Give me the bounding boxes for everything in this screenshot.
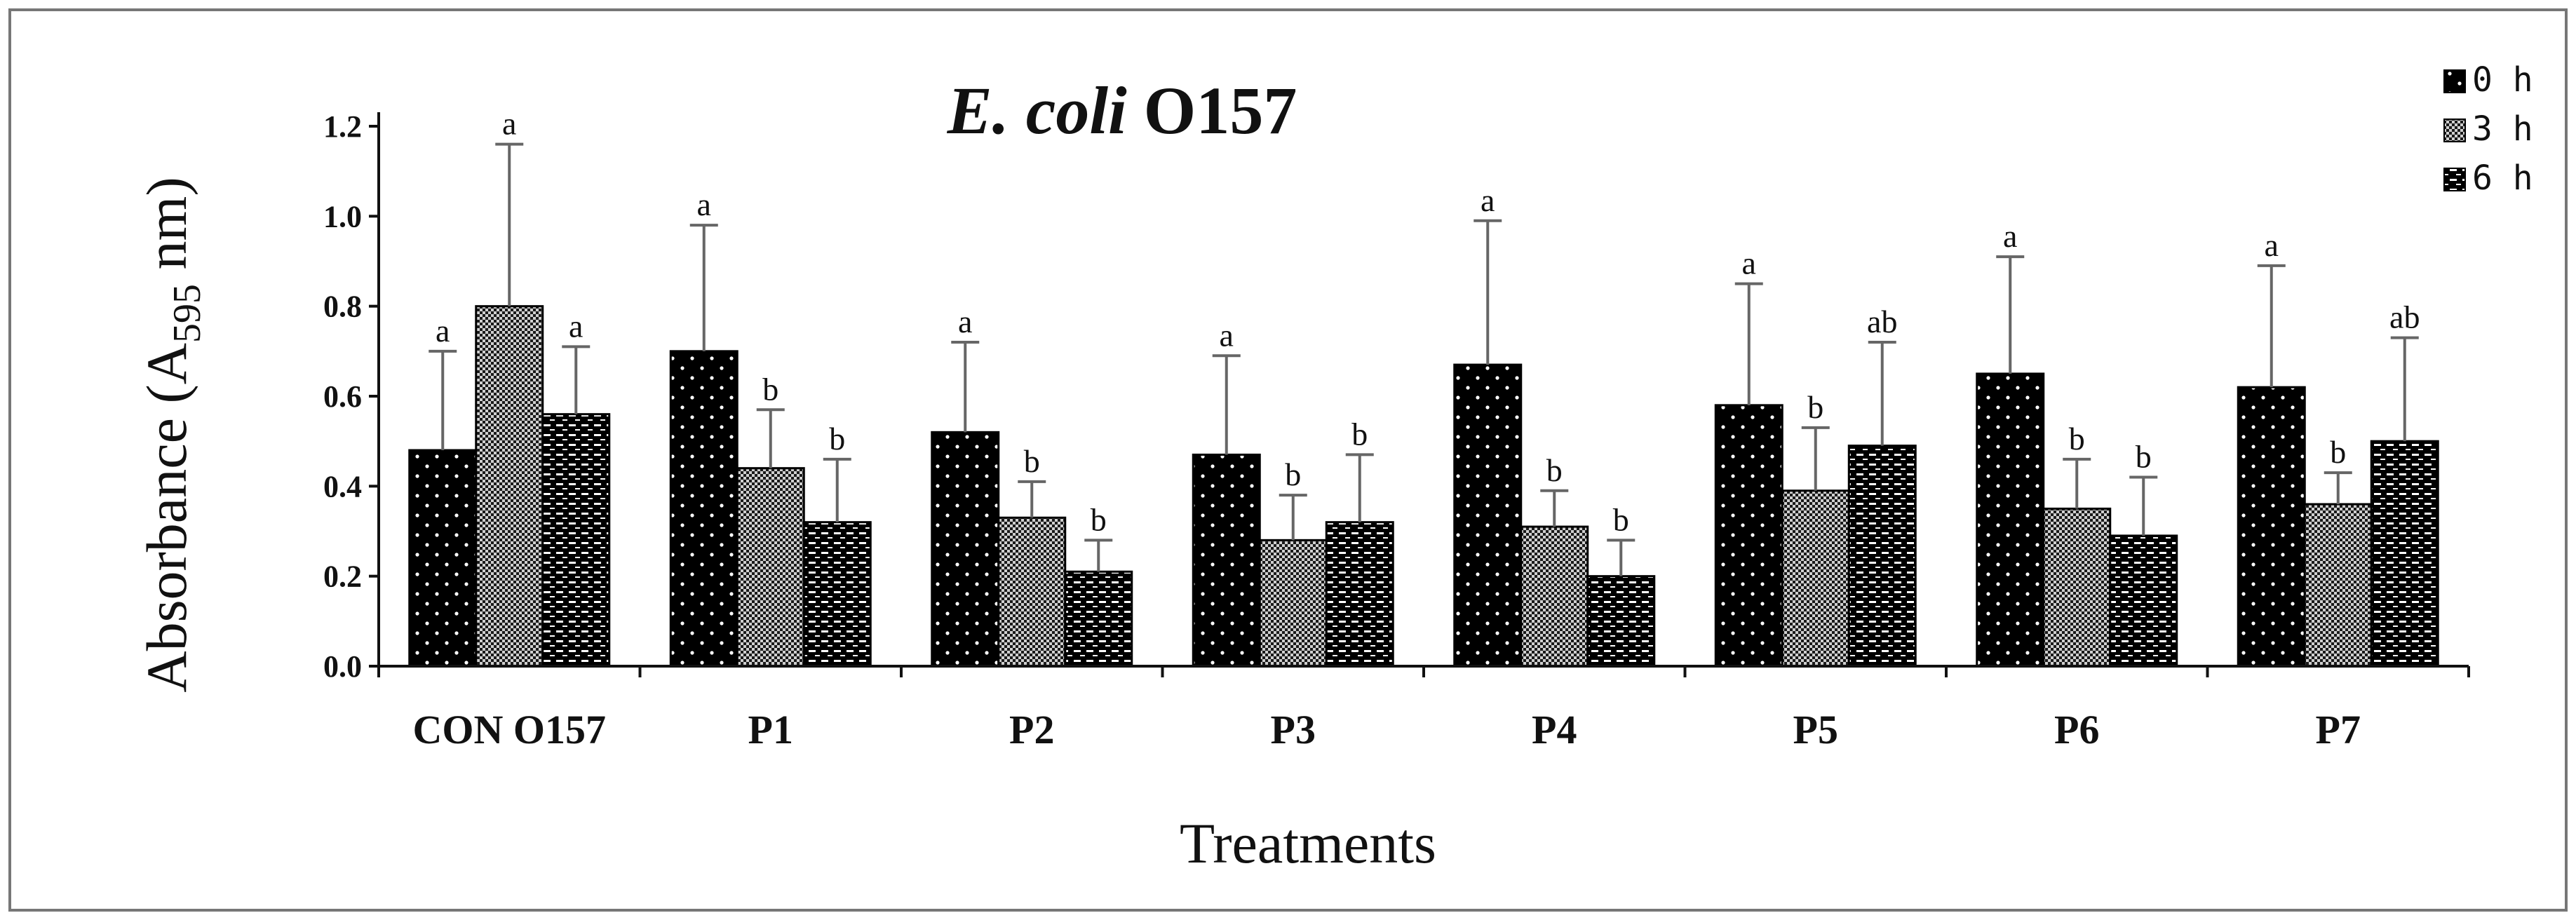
- significance-label: b: [1351, 416, 1368, 452]
- bar: [1192, 453, 1261, 668]
- significance-label: a: [2003, 218, 2017, 254]
- y-tick-label: 0.8: [323, 290, 362, 324]
- bar: [802, 521, 872, 668]
- significance-label: a: [1481, 182, 1495, 218]
- significance-label: a: [1220, 317, 1234, 353]
- significance-label: b: [1091, 501, 1107, 537]
- legend-swatch: [2443, 69, 2466, 93]
- bar: [2042, 507, 2112, 668]
- bar: [475, 305, 544, 668]
- bar: [931, 431, 1000, 668]
- category-label: CON O157: [413, 707, 607, 752]
- significance-label: a: [1742, 245, 1756, 281]
- bar: [669, 350, 739, 668]
- y-tick-label: 0.2: [323, 560, 362, 594]
- legend-label: 3 h: [2472, 109, 2533, 149]
- significance-label: a: [2265, 227, 2279, 263]
- y-tick-label: 0.6: [323, 379, 362, 414]
- category-label: P2: [1009, 707, 1054, 752]
- significance-label: b: [2330, 434, 2346, 470]
- bar: [1781, 489, 1850, 668]
- significance-label: a: [436, 313, 450, 349]
- significance-label: b: [1546, 452, 1563, 488]
- bar: [541, 413, 611, 668]
- bar: [1520, 525, 1589, 668]
- bar: [1976, 372, 2045, 668]
- significance-label: b: [1613, 501, 1629, 537]
- category-label: P4: [1532, 707, 1577, 752]
- bar: [736, 467, 805, 668]
- significance-label: b: [1807, 389, 1823, 425]
- significance-label: b: [762, 371, 778, 407]
- significance-label: a: [958, 304, 972, 339]
- legend-label: 0 h: [2472, 60, 2533, 100]
- bar: [2370, 440, 2439, 668]
- bar: [2109, 534, 2178, 668]
- bar: [997, 516, 1067, 668]
- category-label: P1: [748, 707, 793, 752]
- bar: [1453, 363, 1523, 668]
- category-label: P5: [1793, 707, 1838, 752]
- significance-label: ab: [1867, 304, 1897, 339]
- y-tick-label: 1.2: [323, 109, 362, 144]
- bar: [1714, 404, 1783, 668]
- significance-label: a: [697, 187, 711, 222]
- y-tick-label: 0.4: [323, 469, 362, 503]
- bar: [1847, 445, 1917, 668]
- y-tick-label: 0.0: [323, 649, 362, 684]
- bar: [408, 449, 478, 668]
- significance-label: ab: [2389, 299, 2420, 335]
- significance-label: b: [2136, 439, 2152, 475]
- category-label: P3: [1271, 707, 1316, 752]
- y-axis-title: Absorbance (A595 nm): [135, 177, 209, 692]
- legend: 0 h 3 h 6 h: [2443, 60, 2533, 198]
- significance-label: b: [1285, 456, 1301, 492]
- significance-label: a: [569, 308, 583, 344]
- significance-label: b: [829, 421, 845, 456]
- significance-label: b: [2069, 421, 2085, 456]
- legend-swatch: [2443, 168, 2466, 191]
- bar: [1325, 521, 1394, 668]
- category-label: P6: [2054, 707, 2099, 752]
- significance-label: b: [1024, 443, 1040, 479]
- bar: [1258, 539, 1328, 668]
- significance-label: a: [502, 106, 516, 142]
- bar: [2303, 503, 2373, 668]
- category-label: P7: [2316, 707, 2361, 752]
- legend-swatch: [2443, 119, 2466, 142]
- bar: [2237, 386, 2306, 668]
- x-axis-title: Treatments: [1180, 811, 1436, 875]
- bar: [1586, 575, 1656, 668]
- bar: [1064, 570, 1133, 668]
- chart-title: E. coli O157: [947, 73, 1297, 148]
- legend-label: 6 h: [2472, 158, 2533, 198]
- y-tick-label: 1.0: [323, 199, 362, 234]
